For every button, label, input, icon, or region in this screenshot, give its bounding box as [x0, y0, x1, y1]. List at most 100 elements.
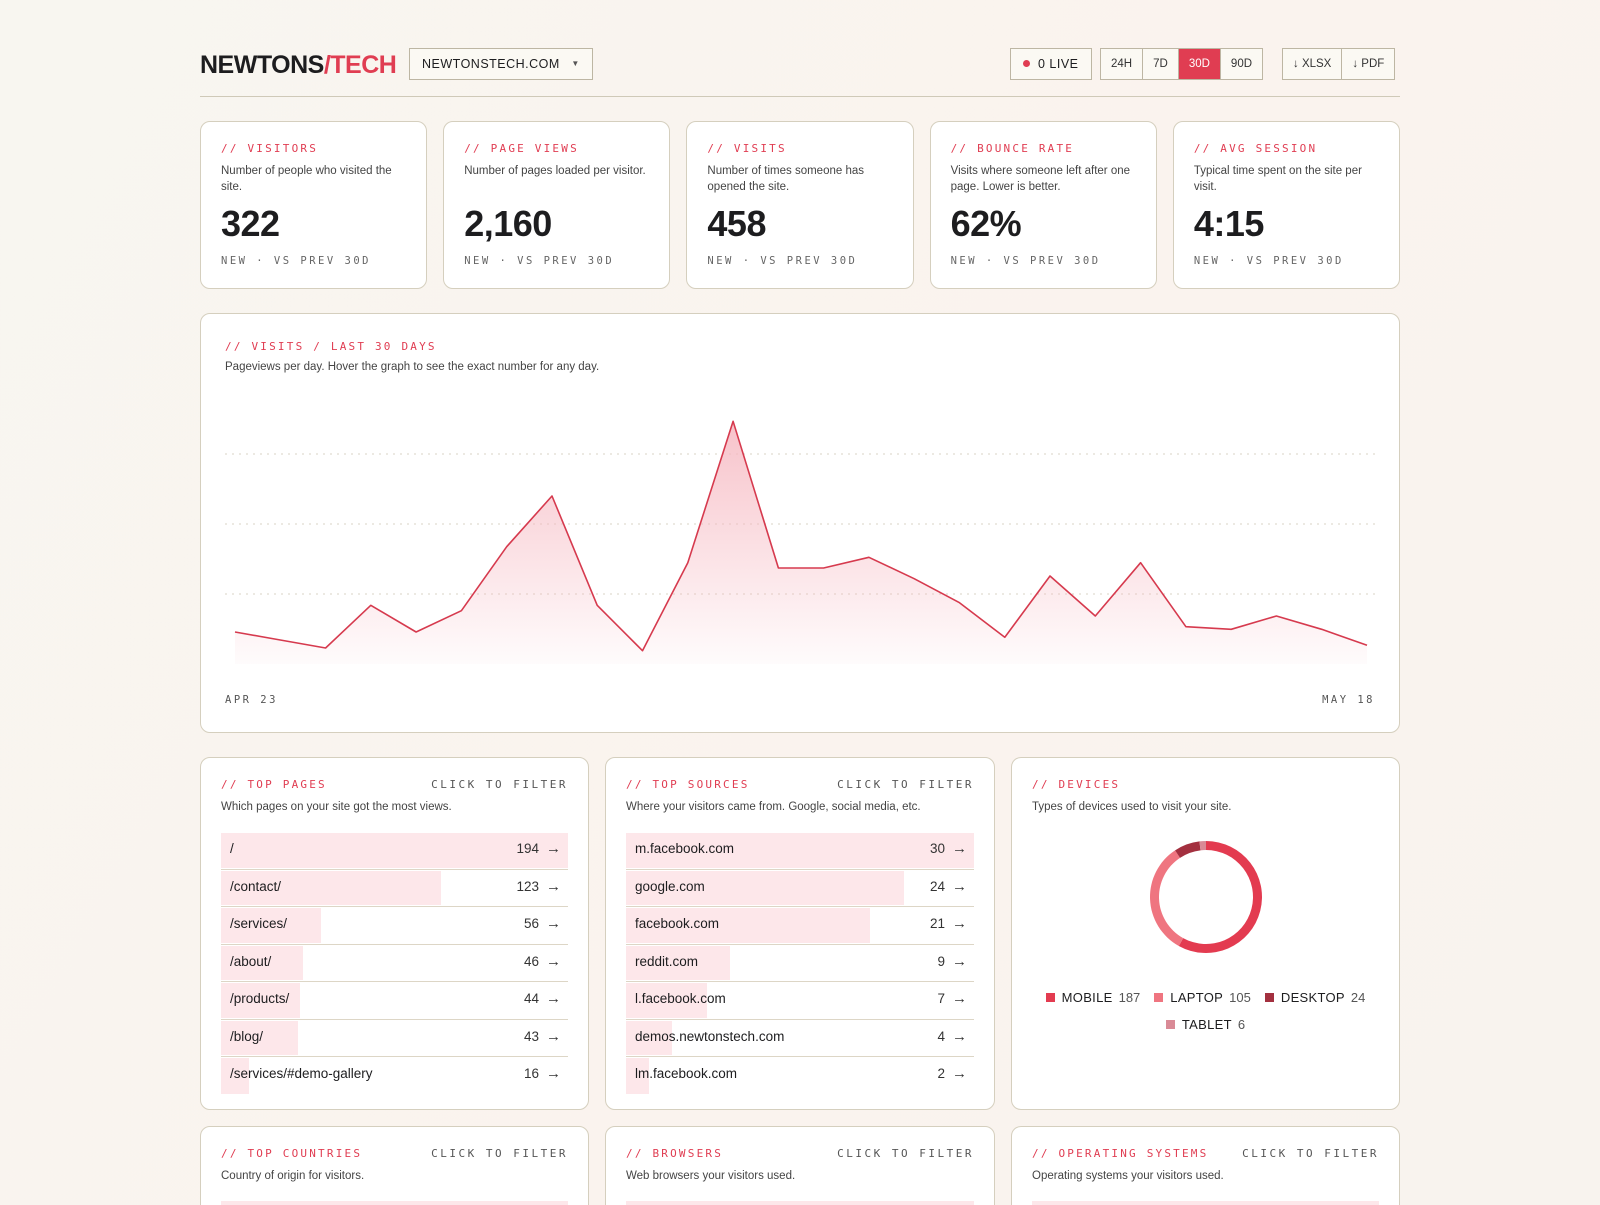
stat-description: Visits where someone left after one page… — [950, 165, 1131, 193]
visits-point[interactable] — [591, 599, 603, 611]
export-xlsx-button[interactable]: ↓ XLSX — [1283, 49, 1343, 79]
arrow-right-icon[interactable]: → — [952, 990, 967, 1007]
visits-point[interactable] — [546, 490, 558, 502]
list-item[interactable]: / 194 → — [221, 832, 568, 870]
stat-description: Number of pages loaded per visitor. — [464, 165, 646, 177]
arrow-right-icon[interactable]: → — [546, 1065, 561, 1082]
range-90d-button[interactable]: 90D — [1230, 58, 1253, 70]
stat-card-avg-session: // AVG SESSION Typical time spent on the… — [1172, 121, 1401, 289]
list-item[interactable]: /blog/43 → — [221, 1020, 568, 1057]
donut-slice-laptop[interactable] — [1149, 850, 1183, 946]
list-item-label: /services/#demo-gallery — [230, 1066, 373, 1081]
visits-point[interactable] — [908, 573, 920, 585]
range-7d-button[interactable]: 7D — [1143, 49, 1179, 79]
visits-point[interactable] — [455, 605, 467, 617]
visits-point[interactable] — [274, 634, 286, 646]
list-item[interactable]: /services/#demo-gallery 16 → — [221, 1057, 568, 1095]
list-item-label: google.com — [635, 878, 705, 894]
visits-point[interactable] — [1089, 610, 1101, 622]
visits-point[interactable] — [1316, 623, 1328, 635]
visits-point[interactable] — [1270, 610, 1282, 622]
visits-point[interactable] — [637, 645, 649, 657]
visits-point[interactable] — [229, 626, 241, 638]
visits-point[interactable] — [365, 599, 377, 611]
visits-point[interactable] — [818, 562, 830, 574]
list-item[interactable]: m.facebook.com 30 → — [626, 832, 974, 870]
list-item[interactable]: lm.facebook.com 2 → — [626, 1057, 974, 1095]
export-buttons: ↓ XLSX ↓ PDF — [1282, 48, 1396, 80]
share-bar — [221, 983, 300, 1018]
range-30d-button[interactable]: 30D — [1178, 49, 1221, 79]
visits-point[interactable] — [501, 541, 513, 553]
donut-slice-mobile[interactable] — [1178, 841, 1262, 953]
stat-note: NEW · VS PREV 30D — [1193, 255, 1344, 267]
share-bar — [626, 1058, 650, 1094]
list-item-count: 9 — [937, 953, 945, 969]
stat-value: 322 — [221, 203, 280, 244]
list-item[interactable]: google.com 24 → — [626, 870, 974, 907]
donut-slice-tablet[interactable] — [1198, 841, 1206, 851]
arrow-right-icon[interactable]: → — [546, 877, 561, 895]
range-24h-button[interactable]: 24H — [1101, 49, 1144, 79]
list-item[interactable]: /services/56 → — [221, 907, 568, 945]
arrow-right-icon[interactable]: → — [952, 915, 967, 932]
list-item[interactable] — [1032, 1201, 1379, 1205]
list-item-label: demos.newtonstech.com — [635, 1028, 785, 1044]
visits-point[interactable] — [727, 415, 739, 427]
logo[interactable]: NEWTONS/TECH — [200, 51, 397, 80]
list-item-count: 46 — [523, 953, 539, 969]
list-item[interactable]: l.facebook.com 7 → — [626, 982, 974, 1020]
list-item[interactable] — [221, 1201, 568, 1205]
stat-note: NEW · VS PREV 30D — [950, 255, 1101, 267]
export-pdf-button[interactable]: ↓ PDF — [1352, 58, 1385, 70]
chart-kicker: // VISITS / LAST 30 DAYS — [225, 340, 437, 353]
list-item[interactable]: /contact/123 → — [221, 870, 568, 907]
share-bar — [626, 1020, 673, 1055]
donut-slice-desktop[interactable] — [1174, 841, 1201, 858]
live-indicator[interactable]: 0 LIVE — [1010, 48, 1092, 80]
visits-point[interactable] — [1135, 557, 1147, 569]
list-item[interactable]: facebook.com 21 → — [626, 907, 974, 945]
visits-point[interactable] — [772, 562, 784, 574]
visits-point[interactable] — [1361, 639, 1373, 651]
list-item[interactable]: /about/46 → — [221, 945, 568, 982]
arrow-right-icon[interactable]: → — [546, 990, 561, 1007]
devices-donut-chart[interactable] — [1142, 833, 1270, 961]
arrow-right-icon[interactable]: → — [952, 952, 967, 970]
stat-card-visitors: // VISITORS Number of people who visited… — [200, 121, 428, 289]
list-item[interactable] — [626, 1201, 974, 1205]
list-item-label: /products/ — [230, 991, 290, 1006]
visits-chart[interactable] — [201, 314, 1401, 734]
list-item[interactable]: reddit.com 9 → — [626, 945, 974, 982]
panel-kicker: // DEVICES — [1032, 778, 1121, 791]
visits-point[interactable] — [999, 631, 1011, 643]
arrow-right-icon[interactable]: → — [952, 877, 967, 895]
legend-value: 187 — [1118, 990, 1141, 1005]
x-axis-end-label: MAY 18 — [1322, 694, 1375, 706]
arrow-right-icon[interactable]: → — [546, 952, 561, 970]
visits-point[interactable] — [1225, 623, 1237, 635]
visits-point[interactable] — [682, 557, 694, 569]
visits-point[interactable] — [953, 597, 965, 609]
arrow-right-icon[interactable]: → — [952, 840, 967, 857]
visits-point[interactable] — [1180, 621, 1192, 633]
site-selector[interactable]: NEWTONSTECH.COM ▼ — [409, 48, 593, 80]
arrow-right-icon[interactable]: → — [546, 1027, 561, 1045]
live-dot-icon — [1023, 60, 1030, 67]
visits-point[interactable] — [410, 626, 422, 638]
arrow-right-icon[interactable]: → — [952, 1027, 967, 1045]
share-bar — [221, 870, 441, 905]
list-item[interactable]: /products/44 → — [221, 982, 568, 1020]
visits-point[interactable] — [863, 551, 875, 563]
arrow-right-icon[interactable]: → — [546, 840, 561, 857]
list-item-label: /contact/ — [230, 878, 282, 894]
arrow-right-icon[interactable]: → — [546, 915, 561, 932]
top-pages-panel: // TOP PAGES CLICK TO FILTER Which pages… — [200, 757, 589, 1110]
stat-value: 4:15 — [1193, 203, 1265, 244]
list-item[interactable]: demos.newtonstech.com 4 → — [626, 1020, 974, 1057]
visits-point[interactable] — [1044, 570, 1056, 582]
legend-value: 105 — [1229, 990, 1251, 1005]
arrow-right-icon[interactable]: → — [952, 1065, 967, 1082]
visits-point[interactable] — [320, 642, 332, 654]
panel-kicker: // TOP COUNTRIES — [221, 1147, 363, 1160]
